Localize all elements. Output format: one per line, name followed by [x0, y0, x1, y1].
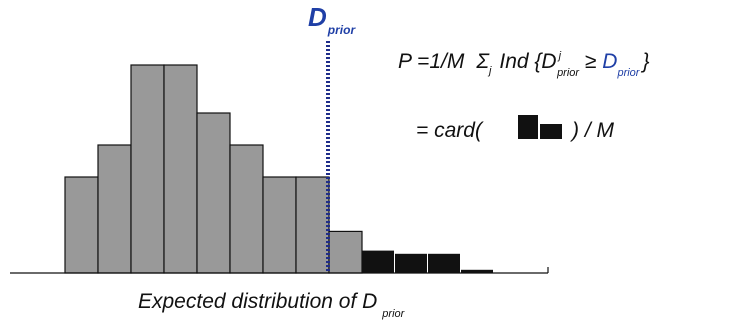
formula-ind: Ind {D — [499, 50, 556, 73]
bar-above-threshold — [428, 253, 460, 273]
formula-line-1: P =1/M Σj Ind {D j prior ≥ Dprior} — [398, 50, 649, 79]
x-axis-label-sub: prior — [381, 308, 405, 320]
x-axis-label: Expected distribution of D prior — [138, 290, 406, 320]
bar-below-threshold — [64, 176, 99, 274]
formula-close: } — [640, 50, 649, 73]
formula-line-2-suffix: ) / M — [569, 119, 614, 142]
formula-ind-sub: prior — [556, 67, 580, 79]
bar-above-threshold — [461, 269, 493, 273]
bar-below-threshold — [97, 144, 132, 274]
black-bars-icon — [518, 115, 562, 139]
histogram-bars — [64, 64, 493, 274]
bar-above-threshold — [362, 250, 394, 273]
bar-below-threshold — [262, 176, 297, 274]
bar-below-threshold — [295, 176, 330, 274]
formula-rhs-main: D — [602, 50, 617, 73]
threshold-label-sub: prior — [327, 23, 357, 37]
bar-below-threshold — [130, 64, 165, 274]
threshold-label: Dprior — [308, 2, 356, 37]
bar-below-threshold — [328, 230, 363, 274]
bar-above-threshold — [395, 253, 427, 273]
formula-lhs: P =1/M — [398, 50, 465, 73]
x-axis-label-main: Expected distribution of D — [138, 290, 377, 313]
formula-sigma-sub: j — [487, 65, 492, 77]
bar-below-threshold — [229, 144, 264, 274]
bar-below-threshold — [196, 112, 231, 274]
formula-geq: ≥ — [579, 50, 602, 73]
formula-ind-sup: j — [557, 50, 562, 62]
formula-sigma: Σ — [475, 50, 490, 73]
bar-below-threshold — [163, 64, 198, 274]
formula-line-2-prefix: = card( — [416, 119, 484, 142]
formula-rhs-sub: prior — [616, 67, 640, 79]
threshold-label-main: D — [308, 2, 327, 32]
